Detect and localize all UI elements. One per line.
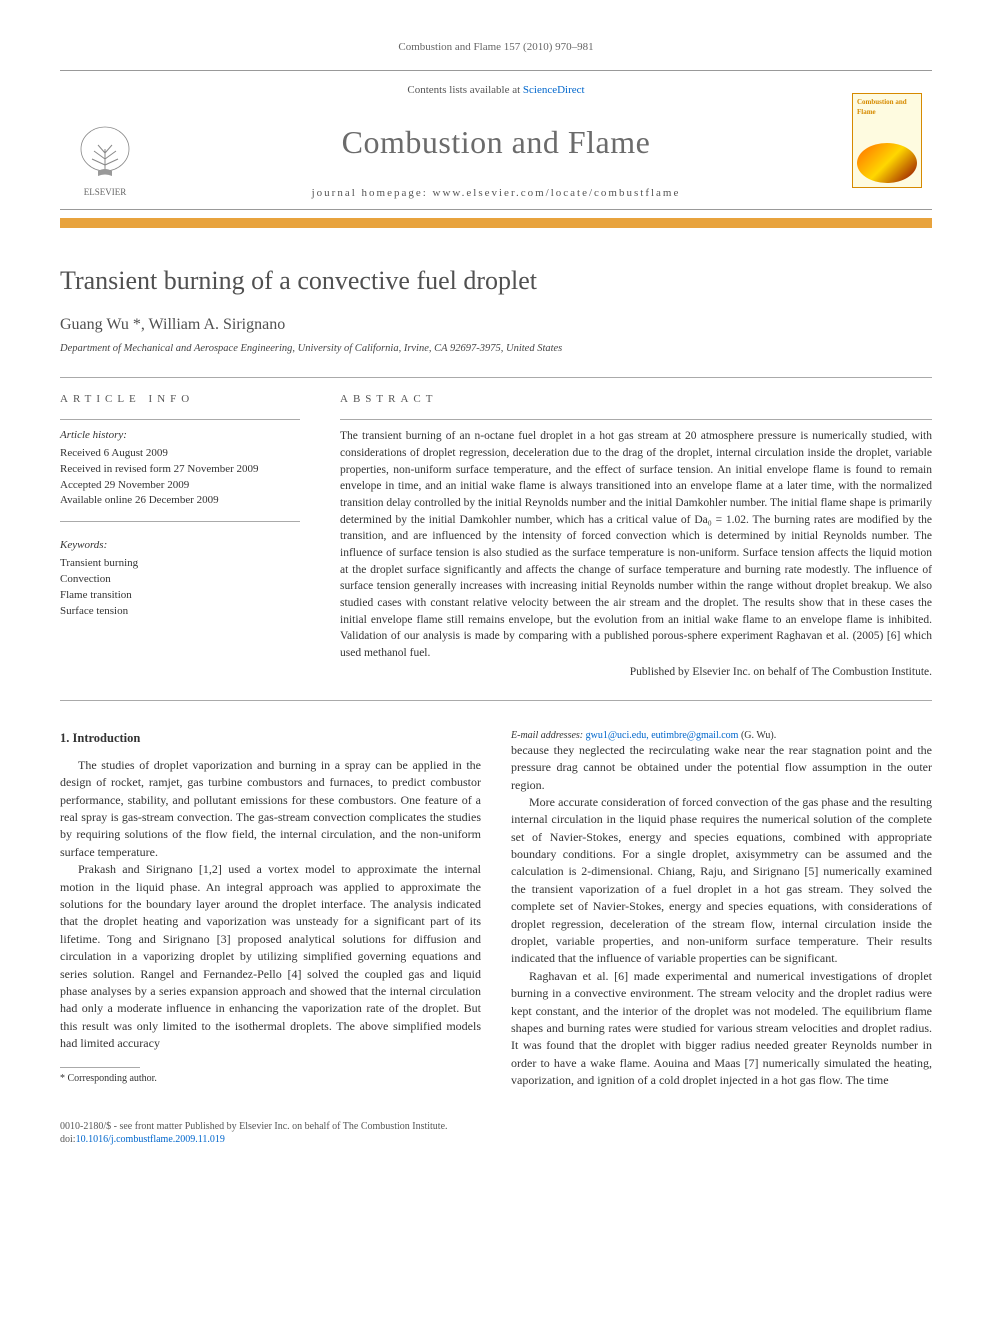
body-paragraph: The studies of droplet vaporization and … bbox=[60, 757, 481, 861]
author-email-link[interactable]: gwu1@uci.edu, eutimbre@gmail.com bbox=[586, 730, 739, 741]
doi-label: doi: bbox=[60, 1134, 76, 1145]
page-footer: 0010-2180/$ - see front matter Published… bbox=[60, 1120, 932, 1147]
body-paragraph: Raghavan et al. [6] made experimental an… bbox=[511, 968, 932, 1090]
keyword-item: Transient burning bbox=[60, 556, 300, 572]
corresponding-author-note: * Corresponding author. bbox=[60, 1072, 481, 1085]
body-paragraph: Prakash and Sirignano [1,2] used a vorte… bbox=[60, 861, 481, 1052]
keyword-item: Convection bbox=[60, 572, 300, 588]
article-title: Transient burning of a convective fuel d… bbox=[60, 263, 932, 299]
history-online: Available online 26 December 2009 bbox=[60, 493, 300, 509]
doi-link[interactable]: 10.1016/j.combustflame.2009.11.019 bbox=[76, 1134, 225, 1145]
affiliation: Department of Mechanical and Aerospace E… bbox=[60, 342, 932, 357]
history-label: Article history: bbox=[60, 428, 300, 443]
author-list: Guang Wu *, William A. Sirignano bbox=[60, 314, 932, 336]
journal-cover-thumbnail: Combustion and Flame bbox=[852, 93, 922, 188]
journal-name: Combustion and Flame bbox=[150, 120, 842, 165]
masthead: ELSEVIER Contents lists available at Sci… bbox=[60, 70, 932, 210]
journal-cover-slot: Combustion and Flame bbox=[842, 71, 932, 209]
keyword-item: Flame transition bbox=[60, 588, 300, 604]
email-suffix: (G. Wu). bbox=[738, 730, 776, 741]
body-two-column: 1. Introduction The studies of droplet v… bbox=[60, 729, 932, 1090]
keyword-item: Surface tension bbox=[60, 604, 300, 620]
abstract-label: ABSTRACT bbox=[340, 392, 932, 407]
abstract-column: ABSTRACT The transient burning of an n-o… bbox=[340, 392, 932, 680]
info-divider bbox=[60, 419, 300, 420]
homepage-prefix: journal homepage: bbox=[312, 187, 433, 199]
homepage-url[interactable]: www.elsevier.com/locate/combustflame bbox=[433, 187, 681, 199]
history-revised: Received in revised form 27 November 200… bbox=[60, 462, 300, 478]
body-paragraph: More accurate consideration of forced co… bbox=[511, 794, 932, 968]
abstract-divider bbox=[340, 419, 932, 420]
elsevier-label: ELSEVIER bbox=[84, 187, 127, 197]
body-paragraph: because they neglected the recirculating… bbox=[511, 742, 932, 794]
article-info-label: ARTICLE INFO bbox=[60, 392, 300, 407]
section-heading-intro: 1. Introduction bbox=[60, 729, 481, 747]
sciencedirect-link[interactable]: ScienceDirect bbox=[523, 84, 585, 96]
keywords-label: Keywords: bbox=[60, 538, 300, 553]
cover-title: Combustion and Flame bbox=[853, 94, 921, 122]
abstract-text: The transient burning of an n-octane fue… bbox=[340, 428, 932, 661]
kw-divider bbox=[60, 521, 300, 522]
history-accepted: Accepted 29 November 2009 bbox=[60, 478, 300, 494]
email-label: E-mail addresses: bbox=[511, 730, 586, 741]
publisher-logo-slot: ELSEVIER bbox=[60, 71, 150, 209]
cover-flame-icon bbox=[857, 143, 917, 183]
contents-available-line: Contents lists available at ScienceDirec… bbox=[150, 83, 842, 98]
journal-homepage-line: journal homepage: www.elsevier.com/locat… bbox=[150, 186, 842, 201]
divider-bottom bbox=[60, 700, 932, 701]
accent-bar bbox=[60, 218, 932, 228]
running-header: Combustion and Flame 157 (2010) 970–981 bbox=[60, 40, 932, 55]
doi-line: doi:10.1016/j.combustflame.2009.11.019 bbox=[60, 1133, 932, 1147]
info-abstract-row: ARTICLE INFO Article history: Received 6… bbox=[60, 378, 932, 700]
contents-prefix: Contents lists available at bbox=[407, 84, 522, 96]
elsevier-tree-icon: ELSEVIER bbox=[70, 121, 140, 201]
footnote-separator bbox=[60, 1067, 140, 1068]
article-info-column: ARTICLE INFO Article history: Received 6… bbox=[60, 392, 300, 680]
email-footnote: E-mail addresses: gwu1@uci.edu, eutimbre… bbox=[511, 729, 932, 742]
history-received: Received 6 August 2009 bbox=[60, 446, 300, 462]
abstract-publisher-line: Published by Elsevier Inc. on behalf of … bbox=[340, 664, 932, 680]
masthead-center: Contents lists available at ScienceDirec… bbox=[150, 71, 842, 209]
copyright-line: 0010-2180/$ - see front matter Published… bbox=[60, 1120, 932, 1134]
